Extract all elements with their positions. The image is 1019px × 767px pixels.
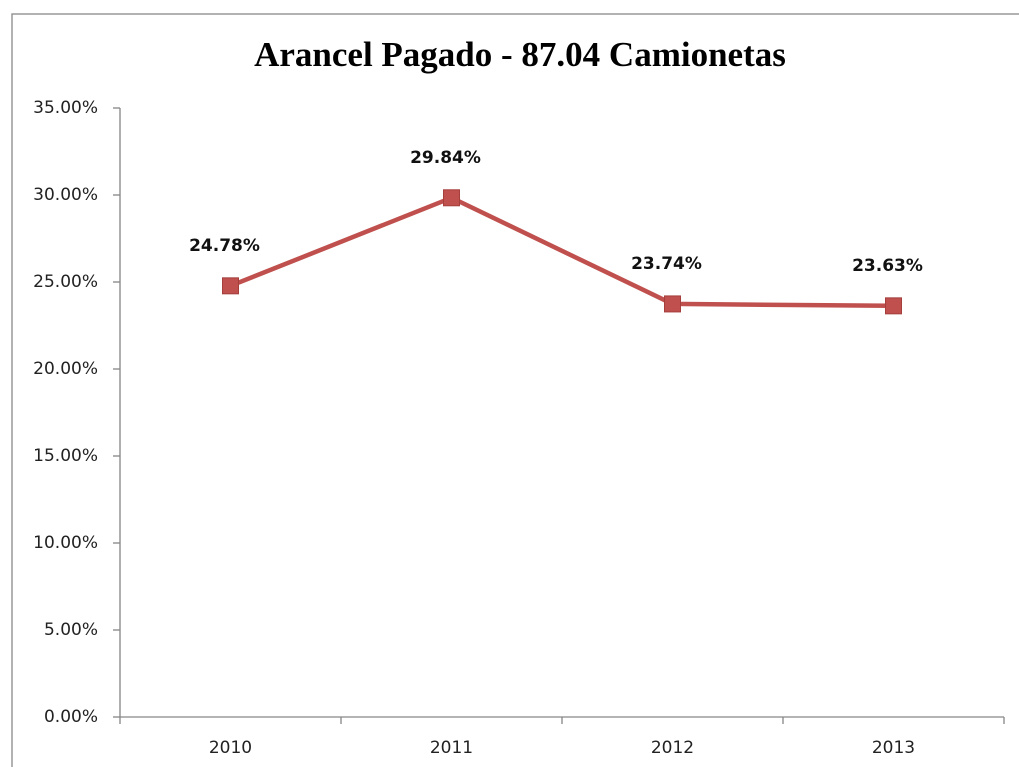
x-tick-label: 2013	[872, 738, 915, 758]
x-tick-label: 2010	[209, 738, 252, 758]
y-tick-label: 20.00%	[33, 359, 98, 379]
y-tick-label: 30.00%	[33, 185, 98, 205]
y-tick-label: 10.00%	[33, 533, 98, 553]
data-line	[229, 195, 894, 309]
x-tick-label: 2012	[651, 738, 694, 758]
data-label: 29.84%	[410, 148, 481, 168]
marker	[664, 295, 681, 313]
marker	[885, 297, 902, 315]
data-label: 23.63%	[852, 256, 923, 276]
y-tick-label: 15.00%	[33, 446, 98, 466]
marker	[443, 189, 460, 207]
x-tick-label: 2011	[430, 738, 473, 758]
y-tick-label: 0.00%	[44, 707, 98, 727]
y-tick-label: 35.00%	[33, 98, 98, 118]
y-tick-label: 5.00%	[44, 620, 98, 640]
data-label: 23.74%	[631, 254, 702, 274]
chart-title: Arancel Pagado - 87.04 Camionetas	[254, 35, 786, 74]
chart-border	[11, 13, 1019, 767]
data-label: 24.78%	[189, 236, 260, 256]
marker	[222, 277, 239, 295]
y-tick-label: 25.00%	[33, 272, 98, 292]
